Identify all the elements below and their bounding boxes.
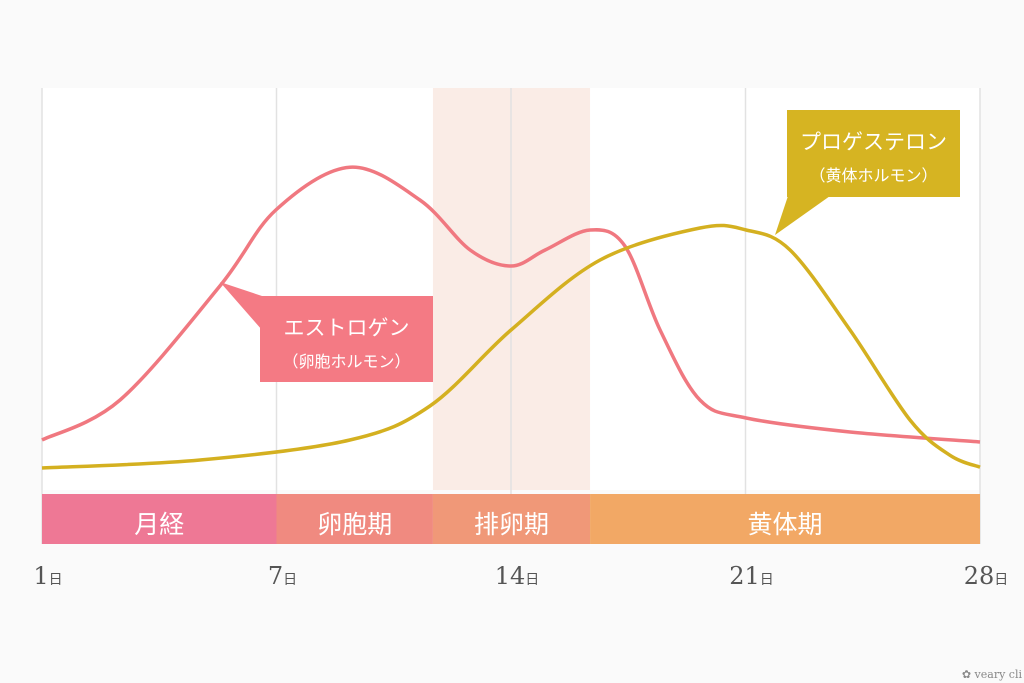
tick-unit: 日 bbox=[48, 572, 63, 588]
watermark-logo: ✿ veary cli bbox=[961, 668, 1022, 681]
tick-value: 28 bbox=[963, 562, 995, 590]
tick-value: 21 bbox=[729, 562, 760, 590]
x-tick-label: 7日 bbox=[268, 562, 297, 590]
tick-value: 1 bbox=[33, 562, 49, 590]
x-tick-label: 1日 bbox=[33, 562, 62, 590]
watermark-text: veary cli bbox=[974, 668, 1022, 681]
tick-unit: 日 bbox=[525, 572, 540, 588]
x-tick-label: 21日 bbox=[729, 562, 774, 590]
phase-label: 排卵期 bbox=[473, 510, 549, 539]
progesterone-callout-pointer bbox=[775, 190, 830, 235]
phase-bar bbox=[276, 494, 433, 544]
estrogen-callout-box bbox=[260, 296, 433, 382]
phase-bar bbox=[42, 494, 277, 544]
estrogen-sublabel: （卵胞ホルモン） bbox=[282, 352, 411, 371]
estrogen-callout: エストロゲン （卵胞ホルモン） bbox=[260, 296, 433, 382]
tick-value: 14 bbox=[494, 562, 526, 590]
progesterone-sublabel: （黄体ホルモン） bbox=[809, 166, 938, 185]
tick-unit: 日 bbox=[283, 572, 298, 588]
tick-unit: 日 bbox=[994, 572, 1009, 588]
phase-bar bbox=[432, 494, 591, 544]
tick-unit: 日 bbox=[759, 572, 774, 588]
phase-label: 卵胞期 bbox=[317, 510, 393, 539]
progesterone-callout-box bbox=[787, 110, 960, 197]
progesterone-label: プロゲステロン bbox=[800, 130, 947, 154]
x-tick-label: 14日 bbox=[495, 562, 540, 590]
progesterone-line bbox=[41, 223, 981, 470]
phase-bar bbox=[590, 494, 980, 544]
tick-value: 7 bbox=[267, 562, 284, 590]
estrogen-callout-pointer bbox=[220, 282, 262, 330]
phase-label: 月経 bbox=[134, 510, 185, 539]
phase-label: 黄体期 bbox=[747, 510, 823, 539]
estrogen-label: エストロゲン bbox=[283, 316, 410, 340]
estrogen-line bbox=[41, 165, 981, 444]
x-tick-label: 28日 bbox=[964, 562, 1009, 590]
progesterone-callout: プロゲステロン （黄体ホルモン） bbox=[787, 110, 960, 197]
